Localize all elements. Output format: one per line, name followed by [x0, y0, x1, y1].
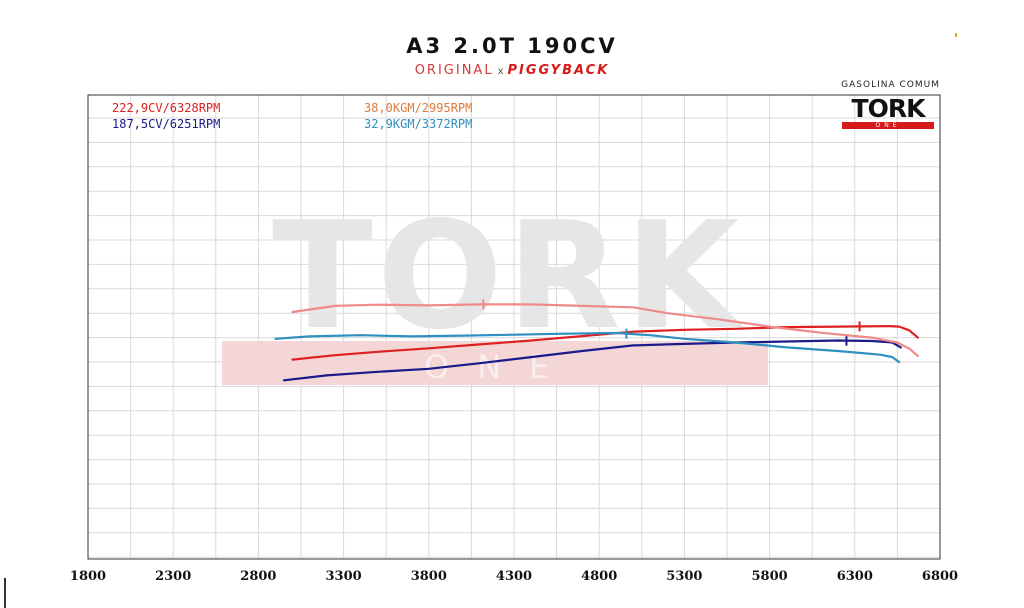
x-tick-label: 3800 — [411, 569, 447, 584]
logo-sub: ONE — [842, 122, 934, 129]
x-tick-label: 6800 — [922, 569, 958, 584]
legend-power-original: 187,5CV/6251RPM — [112, 117, 221, 131]
x-tick-label: 5800 — [752, 569, 788, 584]
legend-torque: 38,0KGM/2995RPM 32,9KGM/3372RPM — [364, 100, 472, 132]
series-line-power_original — [282, 339, 902, 382]
legend-power: 222,9CV/6328RPM 187,5CV/6251RPM — [112, 100, 220, 132]
logo-main: TORK — [851, 94, 926, 123]
corner-mark — [955, 33, 957, 37]
x-tick-label: 4800 — [581, 569, 617, 584]
x-tick-label: 4300 — [496, 569, 532, 584]
series-group — [274, 299, 919, 382]
edge-mark — [4, 578, 6, 608]
x-tick-label: 5300 — [666, 569, 702, 584]
legend-torque-original: 32,9KGM/3372RPM — [364, 117, 473, 131]
x-tick-label: 2300 — [155, 569, 191, 584]
series-line-torque_piggyback — [291, 303, 919, 357]
x-tick-label: 6300 — [837, 569, 873, 584]
legend-power-piggyback: 222,9CV/6328RPM — [112, 101, 221, 115]
x-tick-label: 3300 — [326, 569, 362, 584]
fuel-label: GASOLINA COMUM — [841, 80, 940, 90]
tork-one-logo: TORK ONE — [840, 96, 936, 132]
x-axis: 1800 2300 2800 3300 3800 4300 4800 5300 5800 6300… — [70, 569, 958, 584]
chart-subtitle: ORIGINAL x PIGGYBACK — [0, 63, 1024, 78]
grid — [88, 95, 940, 559]
x-tick-label: 2800 — [240, 569, 276, 584]
series-line-power_piggyback — [291, 325, 919, 361]
subtitle-separator: x — [497, 66, 504, 77]
subtitle-piggyback: PIGGYBACK — [507, 63, 610, 78]
legend-torque-piggyback: 38,0KGM/2995RPM — [364, 101, 473, 115]
subtitle-original: ORIGINAL — [414, 63, 494, 78]
watermark-text: TORK — [272, 190, 745, 362]
chart-title: A3 2.0T 190CV — [406, 34, 618, 58]
series-line-torque_original — [274, 331, 901, 364]
x-tick-label: 1800 — [70, 569, 106, 584]
plot-frame — [87, 94, 941, 560]
